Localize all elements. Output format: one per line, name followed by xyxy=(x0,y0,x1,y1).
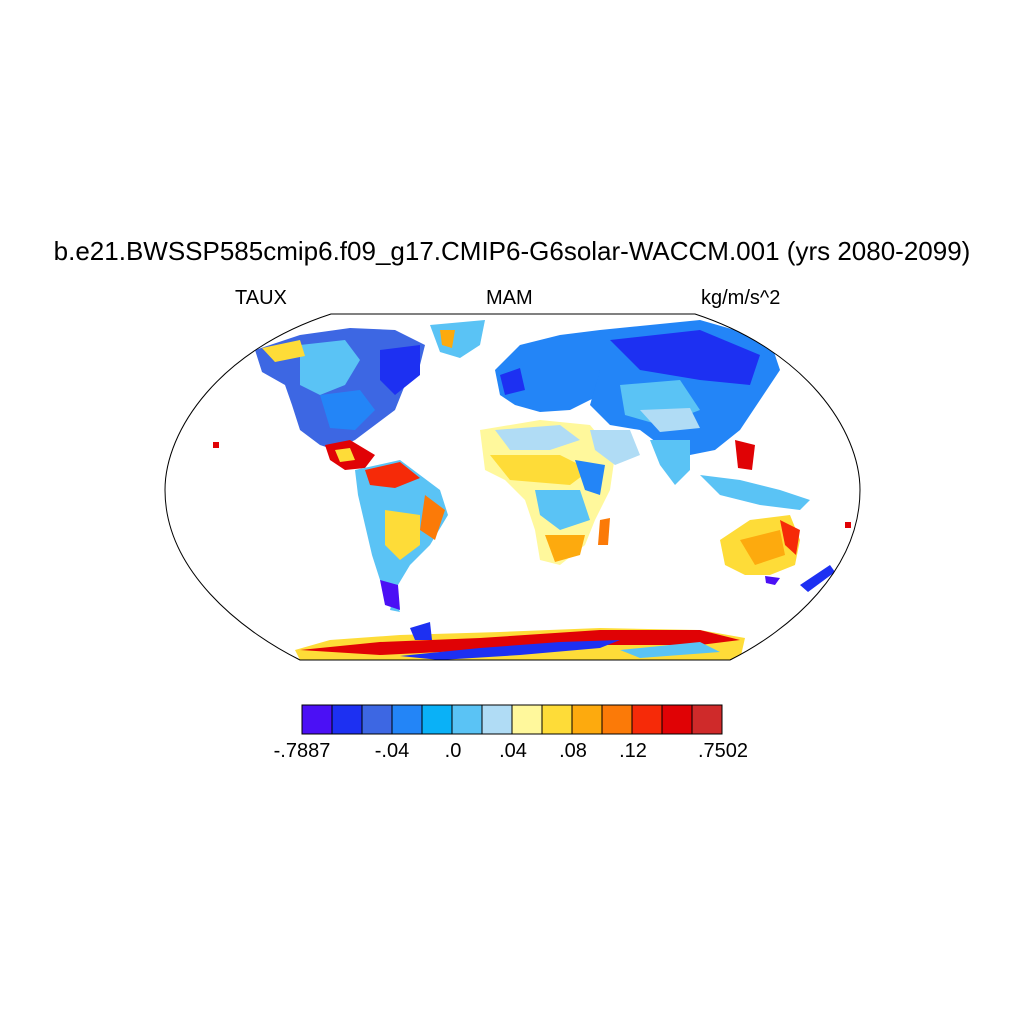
units-label: kg/m/s^2 xyxy=(701,287,781,309)
europe-west xyxy=(500,368,525,395)
colorbar-label: .08 xyxy=(559,740,587,762)
colorbar-label: .12 xyxy=(619,740,647,762)
south-america-center xyxy=(385,510,420,560)
tibet-pale xyxy=(640,408,700,432)
antarctica-red-band xyxy=(300,630,740,655)
colorbar xyxy=(301,704,723,735)
sahel-yellow xyxy=(490,455,590,485)
central-america-yellow xyxy=(335,448,355,462)
colorbar-box xyxy=(481,704,513,735)
greenland-land xyxy=(430,320,485,358)
north-america-west xyxy=(300,340,360,395)
colorbar-label: .04 xyxy=(499,740,527,762)
north-america-central xyxy=(320,390,375,430)
variable-label: TAUX xyxy=(235,287,287,309)
colorbar-box xyxy=(361,704,393,735)
east-asia-red xyxy=(735,440,755,470)
south-africa-yellow xyxy=(545,535,585,562)
colorbar-box xyxy=(541,704,573,735)
colorbar-label: -.7887 xyxy=(273,740,331,762)
antarctica-light xyxy=(620,642,720,658)
arabia-land xyxy=(590,430,640,465)
colorbar-label: .7502 xyxy=(697,740,749,762)
south-america-east xyxy=(420,495,445,540)
colorbar-box xyxy=(691,704,723,735)
tasmania xyxy=(765,576,780,585)
colorbar-box xyxy=(511,704,543,735)
india-land xyxy=(650,440,690,485)
season-label: MAM xyxy=(486,287,533,309)
colorbar-box xyxy=(331,704,363,735)
colorbar-box xyxy=(601,704,633,735)
colorbar-box xyxy=(391,704,423,735)
central-africa-blue xyxy=(535,490,590,530)
colorbar-label: .0 xyxy=(444,740,462,762)
colorbar-box xyxy=(301,704,333,735)
colorbar-box xyxy=(661,704,693,735)
alaska-warm xyxy=(262,340,305,362)
hudson-east xyxy=(380,345,420,395)
siberia-cold xyxy=(610,330,760,385)
east-africa-blue xyxy=(575,460,605,495)
colorbar-box xyxy=(631,704,663,735)
patagonia xyxy=(380,580,400,610)
south-america-north xyxy=(365,462,420,488)
antarctica-blue-band xyxy=(400,640,620,660)
indonesia-land xyxy=(700,475,810,510)
colorbar-label: -.04 xyxy=(374,740,410,762)
greenland-edge xyxy=(440,330,455,348)
pacific-island xyxy=(845,522,851,528)
globe-outline xyxy=(164,313,861,661)
australia-interior xyxy=(740,530,785,565)
land-field xyxy=(213,320,851,660)
madagascar xyxy=(598,518,610,545)
europe-land xyxy=(495,330,610,412)
antarctic-peninsula xyxy=(410,622,432,640)
plot-title: b.e21.BWSSP585cmip6.f09_g17.CMIP6-G6sola… xyxy=(53,236,971,266)
colorbar-box xyxy=(571,704,603,735)
sahara-light xyxy=(495,425,580,450)
colorbar-box xyxy=(451,704,483,735)
australia-east-red xyxy=(780,520,800,555)
new-zealand xyxy=(800,565,835,592)
hawaii-island xyxy=(213,442,219,448)
colorbar-box xyxy=(421,704,453,735)
